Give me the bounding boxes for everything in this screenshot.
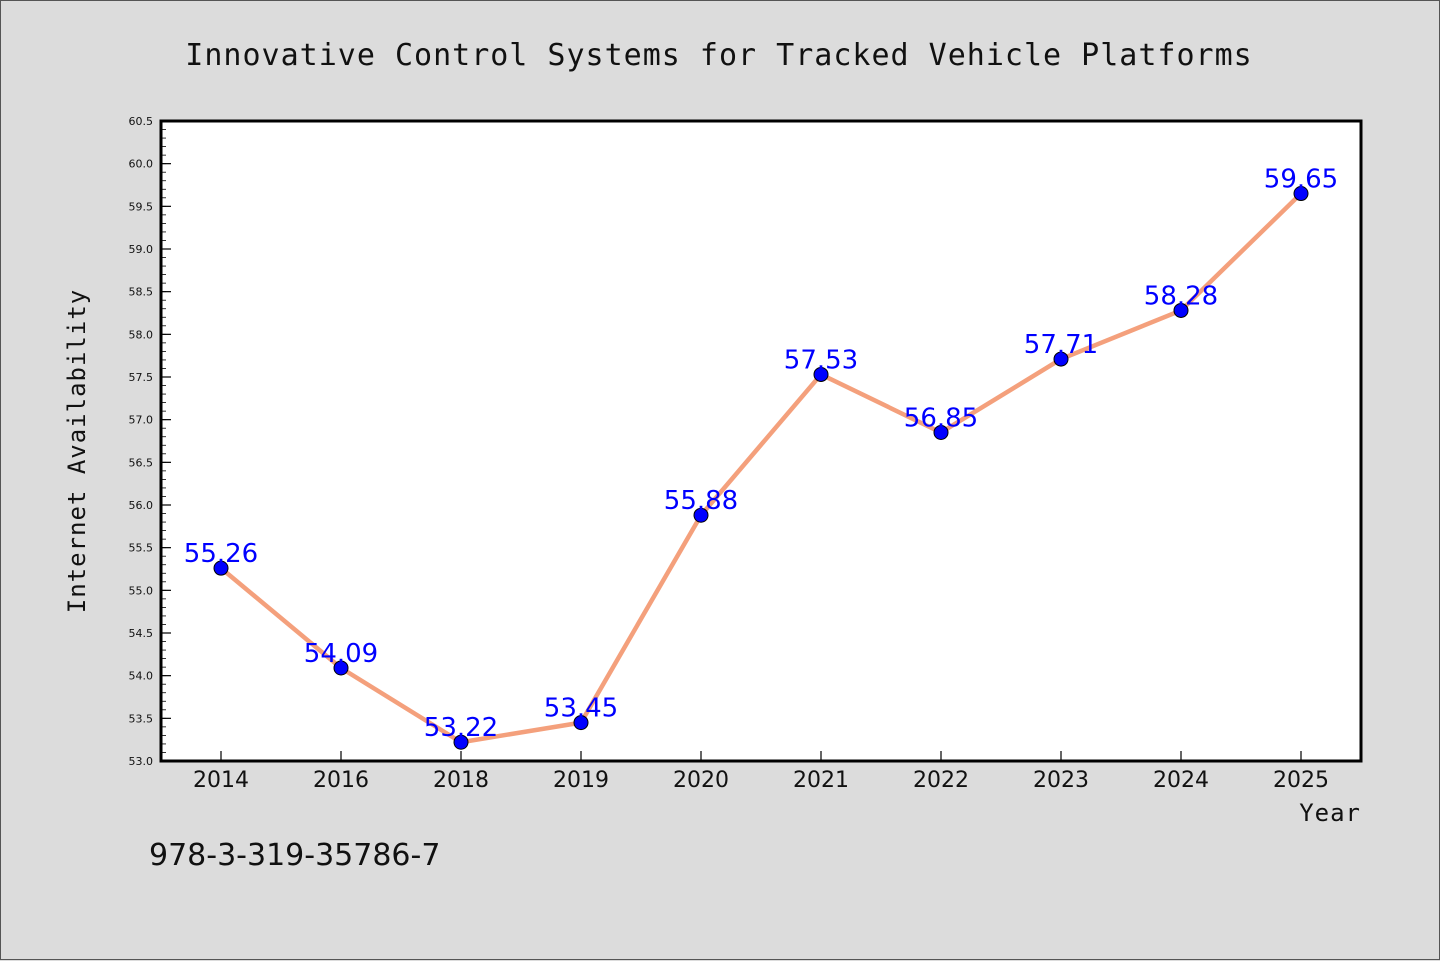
y-tick-label: 59.0 [129, 243, 154, 256]
data-point [333, 660, 349, 676]
data-label: 53.45 [544, 694, 618, 724]
x-tick-label: 2021 [793, 768, 849, 793]
data-label: 55.88 [664, 486, 738, 516]
y-tick-label: 60.0 [129, 158, 154, 171]
chart-title: Innovative Control Systems for Tracked V… [185, 38, 1252, 73]
data-label: 58.28 [1144, 281, 1218, 311]
data-point [573, 715, 589, 731]
y-tick-label: 58.0 [129, 328, 154, 341]
y-tick-label: 53.0 [129, 755, 154, 768]
data-point [1053, 351, 1069, 367]
y-tick-label: 58.5 [129, 286, 154, 299]
data-label: 54.09 [304, 639, 378, 669]
data-label-layer: 55.26 54.09 53.22 53.45 55.88 57.53 56.85 57.71… [184, 165, 1338, 744]
data-point [933, 424, 949, 440]
x-tick-label: 2019 [553, 768, 609, 793]
x-tick-label: 2023 [1033, 768, 1089, 793]
x-tick-label: 2025 [1273, 768, 1329, 793]
y-tick-label: 54.0 [129, 670, 154, 683]
x-tick-label: 2018 [433, 768, 489, 793]
data-point [453, 734, 469, 750]
x-tick-label: 2022 [913, 768, 969, 793]
data-label: 57.53 [784, 345, 858, 375]
data-label: 56.85 [904, 403, 978, 433]
series-layer [213, 186, 1309, 750]
y-axis-label: Internet Availability [63, 289, 91, 613]
y-tick-label: 54.5 [129, 627, 154, 640]
y-tick-label: 59.5 [129, 200, 154, 213]
isbn-text: 978-3-319-35786-7 [149, 838, 440, 873]
y-tick-label: 55.5 [129, 542, 154, 555]
data-label: 59.65 [1264, 165, 1338, 195]
data-point [1293, 186, 1309, 202]
x-tick-label: 2014 [193, 768, 249, 793]
data-point [693, 507, 709, 523]
data-point [1173, 302, 1189, 318]
x-tick-label: 2016 [313, 768, 369, 793]
y-axis: 53.0 53.5 54.0 54.5 55.0 55.5 56.0 56.5 57.0 57.5… [129, 115, 171, 768]
y-tick-label: 53.5 [129, 712, 154, 725]
y-tick-label: 56.5 [129, 456, 154, 469]
data-label: 55.26 [184, 539, 258, 569]
x-tick-label: 2020 [673, 768, 729, 793]
y-tick-label: 60.5 [129, 115, 154, 128]
x-tick-label: 2024 [1153, 768, 1209, 793]
y-tick-label: 55.0 [129, 584, 154, 597]
data-point [213, 560, 229, 576]
x-axis-label: Year [1299, 799, 1361, 827]
data-label: 57.71 [1024, 330, 1098, 360]
series-line [219, 191, 1303, 745]
plot-area [159, 119, 1363, 763]
data-label: 53.22 [424, 713, 498, 743]
y-tick-label: 56.0 [129, 499, 154, 512]
y-tick-label: 57.0 [129, 414, 154, 427]
data-point [813, 366, 829, 382]
x-axis: 2014 2016 2018 2019 2020 2021 2022 2023 2024 2025 [193, 751, 1329, 793]
y-tick-label: 57.5 [129, 371, 154, 384]
plot-frame [159, 119, 1363, 763]
